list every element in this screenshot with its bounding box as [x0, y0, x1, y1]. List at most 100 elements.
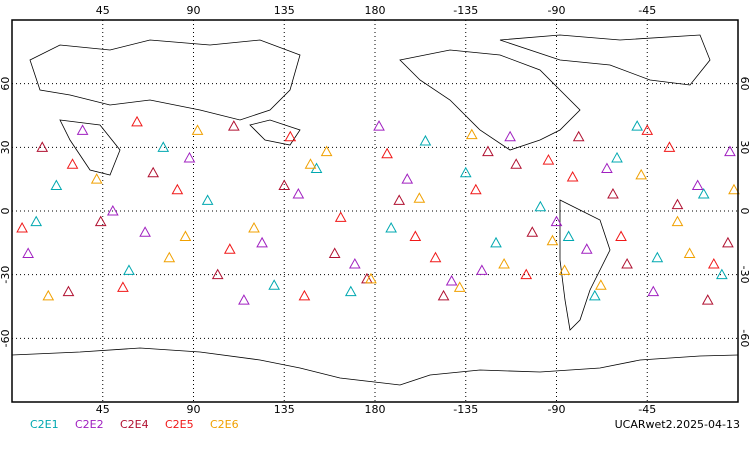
- point: [139, 226, 151, 237]
- point: [256, 236, 268, 248]
- point: [671, 198, 684, 210]
- point: [580, 243, 593, 254]
- point: [707, 258, 720, 269]
- coastlines: [11, 34, 739, 386]
- x-tick-label: 180: [365, 4, 386, 17]
- point: [601, 162, 613, 174]
- coastline: [559, 199, 611, 331]
- x-tick-label: 45: [96, 4, 110, 17]
- point: [621, 258, 633, 269]
- point: [482, 145, 494, 157]
- point: [157, 141, 170, 152]
- point: [30, 215, 43, 227]
- point: [238, 294, 250, 305]
- legend-label: C2E1: [30, 418, 59, 431]
- point: [171, 183, 184, 195]
- coastline: [29, 39, 301, 121]
- point: [510, 158, 523, 169]
- point: [429, 251, 442, 263]
- y-tick-label: -30: [0, 266, 12, 284]
- point: [36, 141, 49, 152]
- point: [50, 179, 63, 191]
- frame: [11, 19, 739, 403]
- point: [211, 268, 224, 280]
- point: [147, 166, 160, 178]
- legend-label: C2E6: [210, 418, 239, 431]
- point: [635, 168, 648, 180]
- x-tick-label: 135: [274, 4, 295, 17]
- y-tick-label: 0: [0, 208, 12, 215]
- point: [365, 272, 377, 284]
- point: [595, 279, 607, 290]
- point: [641, 124, 654, 135]
- y-tick-label: -30: [738, 266, 750, 284]
- point: [701, 294, 714, 305]
- point: [607, 187, 619, 199]
- point: [651, 251, 664, 263]
- point: [453, 281, 466, 292]
- point: [284, 130, 297, 142]
- point: [631, 120, 644, 131]
- point: [334, 211, 347, 222]
- point: [671, 215, 684, 227]
- point: [344, 285, 357, 297]
- y-tick-label: -60: [738, 329, 750, 347]
- point: [76, 124, 89, 135]
- point: [469, 183, 482, 195]
- point: [248, 221, 260, 233]
- x-tick-label: -45: [638, 4, 656, 17]
- point: [588, 289, 601, 301]
- point: [562, 230, 575, 241]
- point: [22, 247, 34, 258]
- x-tick-label: 180: [365, 403, 386, 416]
- y-tick-label: 60: [738, 77, 750, 91]
- point: [413, 192, 426, 203]
- y-tick-label: -60: [0, 329, 12, 347]
- point: [393, 194, 406, 205]
- x-tick-label: -135: [453, 403, 478, 416]
- y-tick-label: 60: [0, 77, 12, 91]
- point: [304, 158, 317, 169]
- x-tick-label: -45: [638, 403, 656, 416]
- point: [278, 179, 291, 191]
- footer: UCARwet2.2025-04-13: [615, 418, 740, 431]
- point: [465, 128, 478, 140]
- point: [716, 268, 728, 280]
- x-tick-label: 90: [187, 4, 201, 17]
- point: [566, 171, 579, 182]
- point: [542, 154, 555, 165]
- coastline: [11, 347, 739, 386]
- point: [476, 264, 488, 275]
- point: [320, 145, 333, 157]
- point: [498, 258, 510, 269]
- point: [201, 194, 214, 205]
- point: [445, 275, 458, 286]
- point: [459, 166, 472, 178]
- point: [381, 147, 393, 159]
- point: [106, 204, 119, 216]
- point: [385, 221, 397, 233]
- point: [94, 215, 107, 227]
- point: [722, 236, 734, 248]
- coastline: [249, 119, 301, 146]
- point: [328, 247, 341, 258]
- y-tick-label: 30: [0, 140, 12, 154]
- point: [66, 158, 79, 169]
- x-tick-label: -90: [548, 4, 566, 17]
- point: [401, 173, 414, 184]
- point: [227, 120, 240, 131]
- x-tick-label: 135: [274, 403, 295, 416]
- point: [268, 279, 281, 290]
- point: [615, 230, 627, 241]
- point: [728, 183, 740, 195]
- point: [191, 124, 204, 135]
- legend-label: C2E4: [120, 418, 149, 431]
- y-tick-label: 30: [738, 140, 750, 154]
- coastline: [59, 119, 121, 176]
- x-tick-label: -135: [453, 4, 478, 17]
- point: [131, 115, 143, 127]
- y-tick-label: 0: [738, 208, 750, 215]
- point: [409, 230, 422, 241]
- point: [526, 226, 539, 237]
